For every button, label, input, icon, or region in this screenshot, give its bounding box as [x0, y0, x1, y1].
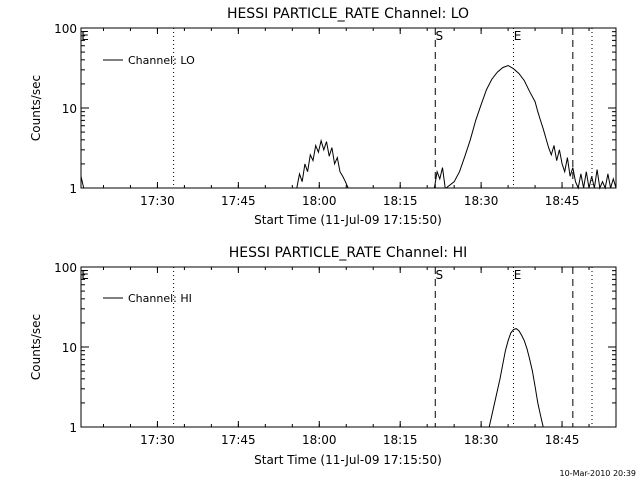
lo-chart-title: HESSI PARTICLE_RATE Channel: LO — [227, 6, 469, 22]
hi-marker-label: S — [435, 268, 443, 282]
hi-x-tick-label: 18:00 — [302, 433, 337, 447]
hi-series-lines — [488, 328, 544, 428]
lo-marker-label: E — [514, 29, 522, 43]
lo-x-axis-label: Start Time (11-Jul-09 17:15:50) — [254, 213, 442, 227]
lo-legend-label: Channel: LO — [128, 54, 195, 67]
lo-y-tick-label: 100 — [54, 22, 77, 36]
hi-x-tick-label: 17:30 — [140, 433, 175, 447]
hi-x-tick-label: 17:45 — [221, 433, 256, 447]
lo-marker-label: S — [435, 29, 443, 43]
hi-y-tick-label: 100 — [54, 261, 77, 275]
lo-series-line — [80, 176, 85, 189]
lo-y-axis-label: Counts/sec — [29, 75, 43, 141]
hi-axis-ticks: 17:30 17:45 18:00 18:15 18:30 18:45 1 10 100 — [54, 261, 617, 447]
lo-x-tick-label: 18:45 — [545, 194, 580, 208]
hi-series-line — [488, 328, 544, 428]
footer-timestamp: 10-Mar-2010 20:39 — [560, 469, 637, 478]
lo-x-tick-label: 18:30 — [464, 194, 499, 208]
lo-plot-frame — [80, 27, 617, 189]
lo-y-tick-label: 1 — [69, 182, 77, 196]
lo-series-line — [296, 138, 349, 189]
hi-marker-label: E — [81, 268, 89, 282]
hi-x-axis-label: Start Time (11-Jul-09 17:15:50) — [254, 453, 442, 467]
hi-y-axis-label: Counts/sec — [29, 314, 43, 380]
lo-channel-panel: HESSI PARTICLE_RATE Channel: LO Counts/s… — [29, 6, 617, 227]
lo-x-tick-label: 17:45 — [221, 194, 256, 208]
lo-series-line — [445, 64, 617, 190]
lo-series-line — [433, 167, 446, 189]
lo-axis-ticks: 17:30 17:45 18:00 18:15 18:30 18:45 1 10 100 — [54, 22, 617, 208]
lo-marker-label: E — [81, 29, 89, 43]
hi-plot-frame — [80, 266, 617, 428]
hi-marker-label: E — [514, 268, 522, 282]
hi-x-tick-label: 18:45 — [545, 433, 580, 447]
lo-y-tick-label: 10 — [62, 102, 77, 116]
lo-x-tick-label: 17:30 — [140, 194, 175, 208]
lo-series-lines — [80, 64, 617, 190]
hi-y-tick-label: 1 — [69, 421, 77, 435]
hi-y-tick-label: 10 — [62, 341, 77, 355]
hi-x-tick-label: 18:30 — [464, 433, 499, 447]
hi-legend-label: Channel: HI — [128, 292, 192, 305]
hi-chart-title: HESSI PARTICLE_RATE Channel: HI — [229, 245, 467, 261]
lo-x-tick-label: 18:15 — [383, 194, 418, 208]
lo-x-tick-label: 18:00 — [302, 194, 337, 208]
hi-channel-panel: HESSI PARTICLE_RATE Channel: HI Counts/s… — [29, 245, 617, 467]
hi-x-tick-label: 18:15 — [383, 433, 418, 447]
